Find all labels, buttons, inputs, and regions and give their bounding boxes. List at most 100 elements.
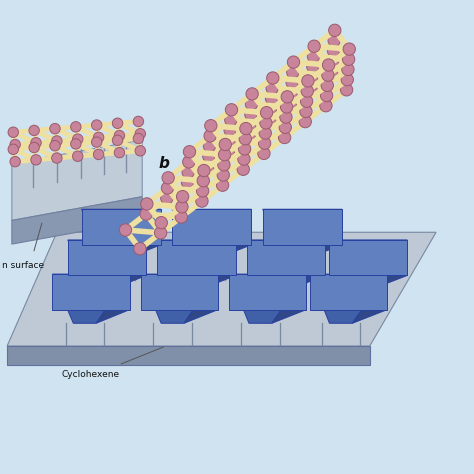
Circle shape (155, 227, 167, 239)
Polygon shape (112, 240, 146, 289)
Circle shape (73, 151, 83, 162)
Circle shape (258, 137, 271, 149)
Circle shape (245, 108, 257, 120)
Polygon shape (329, 240, 407, 289)
Circle shape (341, 73, 354, 86)
Circle shape (10, 139, 20, 150)
Circle shape (93, 132, 104, 143)
Circle shape (217, 179, 229, 191)
Polygon shape (229, 274, 306, 310)
Polygon shape (184, 274, 218, 323)
Circle shape (50, 140, 60, 151)
Circle shape (328, 24, 341, 36)
Text: n surface: n surface (2, 261, 45, 270)
Circle shape (176, 201, 188, 213)
Polygon shape (141, 274, 218, 323)
Polygon shape (12, 140, 142, 220)
Polygon shape (127, 209, 161, 258)
Circle shape (237, 163, 249, 175)
Circle shape (258, 147, 270, 160)
Circle shape (29, 142, 39, 153)
Circle shape (285, 97, 297, 109)
Circle shape (223, 145, 235, 157)
Circle shape (114, 147, 125, 158)
Circle shape (244, 118, 256, 131)
Circle shape (182, 166, 194, 178)
Polygon shape (172, 209, 251, 258)
Circle shape (91, 120, 102, 130)
Polygon shape (141, 274, 218, 310)
Circle shape (155, 217, 167, 229)
Circle shape (299, 116, 311, 128)
Polygon shape (7, 346, 370, 365)
Polygon shape (307, 209, 342, 258)
Circle shape (343, 43, 356, 55)
Circle shape (8, 144, 18, 155)
Circle shape (73, 134, 83, 145)
Circle shape (203, 140, 216, 152)
Circle shape (203, 150, 215, 163)
Polygon shape (53, 274, 130, 310)
Circle shape (307, 60, 319, 73)
Circle shape (119, 224, 132, 236)
Polygon shape (12, 197, 142, 244)
Circle shape (238, 153, 250, 165)
Circle shape (265, 92, 278, 105)
Circle shape (320, 90, 333, 102)
Polygon shape (157, 240, 236, 275)
Circle shape (205, 119, 217, 132)
Circle shape (219, 138, 231, 151)
Polygon shape (372, 240, 407, 289)
Circle shape (266, 82, 278, 94)
Circle shape (219, 148, 231, 161)
Polygon shape (68, 240, 146, 275)
Circle shape (217, 169, 229, 181)
Circle shape (162, 172, 174, 184)
Circle shape (260, 117, 272, 129)
Circle shape (224, 124, 237, 137)
Polygon shape (310, 274, 387, 310)
Circle shape (281, 101, 293, 113)
Polygon shape (290, 240, 325, 289)
Circle shape (91, 137, 102, 147)
Circle shape (140, 208, 152, 220)
Polygon shape (352, 274, 387, 323)
Polygon shape (310, 274, 387, 323)
Polygon shape (263, 209, 342, 258)
Circle shape (301, 85, 313, 97)
Polygon shape (82, 209, 161, 258)
Circle shape (182, 176, 194, 189)
Circle shape (218, 159, 230, 171)
Circle shape (326, 65, 338, 77)
Polygon shape (82, 209, 161, 245)
Circle shape (246, 98, 258, 110)
Text: Cyclohexene: Cyclohexene (62, 370, 120, 379)
Polygon shape (247, 240, 325, 275)
Circle shape (327, 55, 339, 67)
Polygon shape (247, 240, 325, 289)
Polygon shape (217, 209, 251, 258)
Circle shape (198, 164, 210, 177)
Circle shape (225, 104, 237, 116)
Circle shape (302, 75, 314, 87)
Circle shape (308, 40, 320, 53)
Circle shape (264, 102, 277, 115)
Circle shape (135, 128, 146, 139)
Circle shape (93, 149, 104, 160)
Circle shape (133, 133, 144, 144)
Circle shape (322, 59, 335, 71)
Circle shape (52, 153, 62, 163)
Circle shape (135, 146, 146, 156)
Circle shape (182, 156, 195, 168)
Circle shape (114, 130, 125, 141)
Circle shape (134, 243, 146, 255)
Circle shape (31, 137, 41, 148)
Circle shape (176, 191, 189, 203)
Text: b: b (159, 156, 170, 171)
Circle shape (161, 192, 173, 204)
Circle shape (320, 100, 332, 112)
Polygon shape (53, 274, 130, 323)
Circle shape (196, 185, 209, 197)
Polygon shape (172, 209, 251, 245)
Circle shape (260, 107, 273, 119)
